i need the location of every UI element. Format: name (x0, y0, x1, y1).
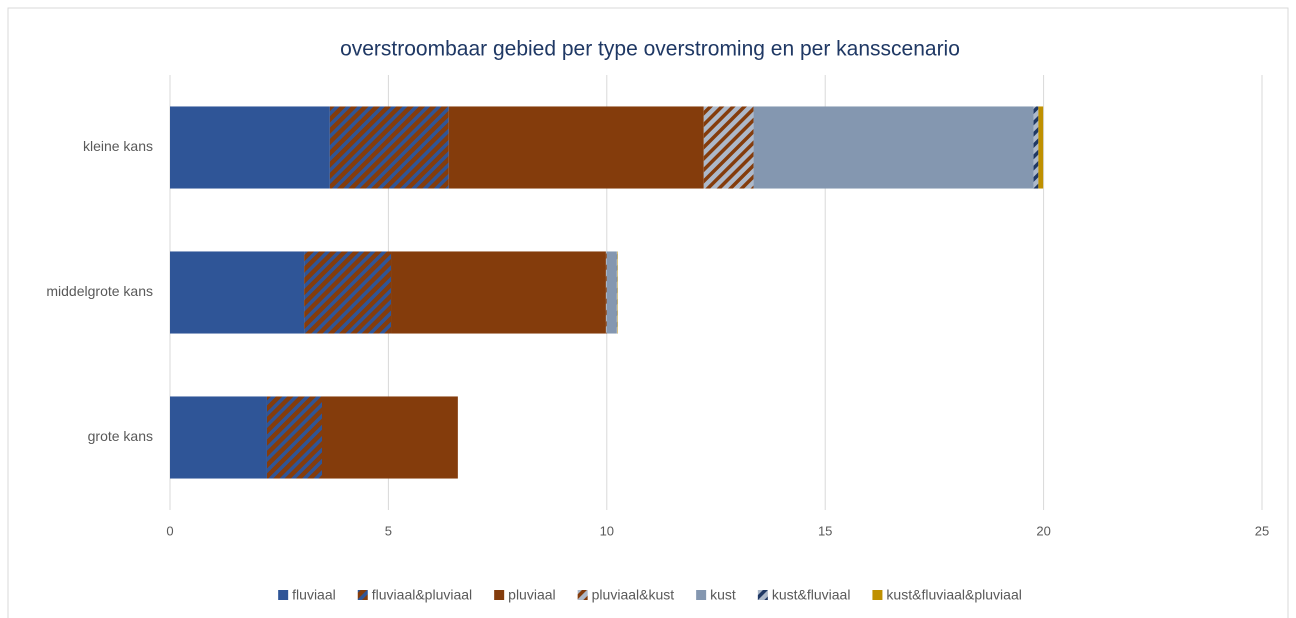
x-tick-label: 20 (1036, 523, 1050, 538)
x-tick-label: 25 (1255, 523, 1269, 538)
bar-segment (391, 251, 606, 334)
bar-segment (170, 396, 267, 479)
x-tick-label: 0 (166, 523, 173, 538)
bar-segment (605, 251, 607, 334)
bar-segment (329, 106, 449, 189)
bar-segment (170, 106, 330, 189)
legend-swatch (494, 590, 505, 600)
bar-segment (606, 251, 617, 334)
legend-label: kust&fluviaal&pluviaal (886, 587, 1021, 603)
legend-swatch (757, 590, 768, 600)
legend-swatch (278, 590, 289, 600)
legend-label: pluviaal (508, 587, 555, 603)
bar-segment (266, 396, 323, 479)
bar-segment (1038, 106, 1044, 189)
legend-label: kust&fluviaal (772, 587, 851, 603)
legend-swatch (357, 590, 368, 600)
legend-label: fluviaal&pluviaal (372, 587, 472, 603)
x-tick-label: 15 (818, 523, 832, 538)
bar-segment (703, 106, 754, 189)
chart-title: overstroombaar gebied per type overstrom… (340, 38, 960, 61)
legend-swatch (696, 590, 707, 600)
legend-swatch (872, 590, 883, 600)
bar-segment (304, 251, 392, 334)
bar-segment (753, 106, 1034, 189)
bar-segment (322, 396, 458, 479)
legend-label: pluviaal&kust (592, 587, 675, 603)
y-tick-label: middelgrote kans (46, 283, 153, 299)
bar-segment (170, 251, 305, 334)
legend-label: kust (710, 587, 736, 603)
y-tick-label: grote kans (88, 428, 153, 444)
bar-segment (1033, 106, 1039, 189)
x-tick-label: 5 (385, 523, 392, 538)
bar-segment (448, 106, 704, 189)
legend-label: fluviaal (292, 587, 336, 603)
y-tick-label: kleine kans (83, 138, 153, 154)
legend-swatch (577, 590, 588, 600)
x-tick-label: 10 (600, 523, 614, 538)
legend: fluviaal fluviaal&pluviaal pluviaal pluviaa… (278, 587, 1022, 603)
